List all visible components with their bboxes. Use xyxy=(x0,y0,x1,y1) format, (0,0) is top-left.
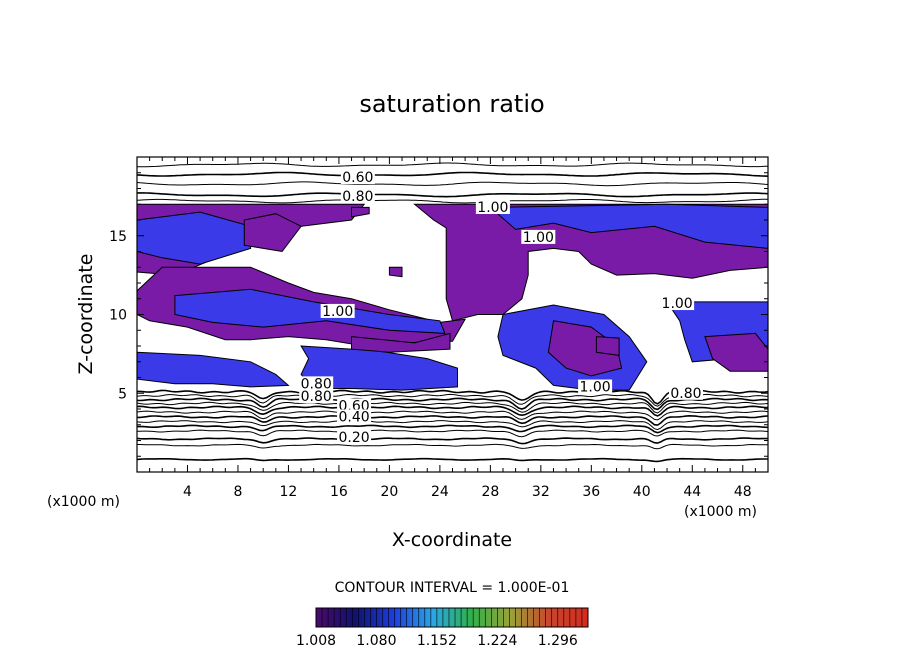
contour-line-16 xyxy=(136,171,769,177)
y-tick-label: 10 xyxy=(109,308,127,324)
contour-line-14 xyxy=(137,192,769,198)
x-tick-label: 16 xyxy=(330,484,348,500)
x-tick-label: 32 xyxy=(532,484,550,500)
region-3 xyxy=(351,206,370,218)
colorbar-tick-label: 1.080 xyxy=(356,633,396,649)
contour-line-4 xyxy=(136,424,769,434)
x-tick-label: 20 xyxy=(380,484,398,500)
contour-label-5: 1.00 xyxy=(322,304,353,320)
chart-title: saturation ratio xyxy=(359,90,544,118)
x-tick-label: 44 xyxy=(683,484,701,500)
contour-line-8 xyxy=(136,405,768,417)
x-tick-label: 36 xyxy=(582,484,600,500)
contour-label-9: 0.80 xyxy=(301,389,332,405)
contour-line-1 xyxy=(137,443,769,450)
region-12 xyxy=(547,320,623,377)
x-axis-ticks: 4 8 12 16 20 24 28 32 36 40 44 48 xyxy=(149,157,756,500)
contour-label-bg xyxy=(340,188,375,203)
contour-line-6 xyxy=(137,414,769,426)
contour-line-15 xyxy=(136,181,769,187)
supersaturation-regions xyxy=(136,203,769,391)
contour-label-bg xyxy=(299,388,334,403)
colorbar-tick-label: 1.296 xyxy=(538,633,578,649)
contour-label-bg xyxy=(475,199,510,214)
contour-labels: 0.600.801.001.001.001.001.00 0.800.800.80… xyxy=(299,170,703,446)
y-axis-label: Z-coordinate xyxy=(75,254,97,375)
contour-label-3: 1.00 xyxy=(523,230,554,246)
contour-label-bg xyxy=(340,170,375,185)
region-8 xyxy=(136,351,290,388)
region-16 xyxy=(388,266,403,278)
colorbar-tick-labels: 1.008 1.080 1.152 1.224 1.296 xyxy=(296,633,578,649)
contour-interval-text: CONTOUR INTERVAL = 1.000E-01 xyxy=(335,580,570,596)
region-14 xyxy=(704,332,769,372)
colorbar-bar xyxy=(315,607,589,628)
x-tick-label: 4 xyxy=(183,484,192,500)
x-tick-label: 48 xyxy=(734,484,752,500)
x-tick-label: 28 xyxy=(481,484,499,500)
contour-label-bg xyxy=(337,409,372,424)
contour-line-3 xyxy=(136,429,769,438)
region-1 xyxy=(136,211,252,265)
contour-lines xyxy=(136,162,769,463)
x-tick-label: 8 xyxy=(233,484,242,500)
x-unit-right: (x1000 m) xyxy=(684,504,757,520)
contour-line-2 xyxy=(136,437,768,445)
contour-label-bg xyxy=(578,379,613,394)
contour-label-bg xyxy=(660,296,695,311)
region-15 xyxy=(595,336,620,356)
contour-label-bg xyxy=(337,398,372,413)
contour-label-12: 0.20 xyxy=(338,430,369,446)
contour-label-bg xyxy=(299,376,334,391)
contour-label-1: 0.80 xyxy=(342,189,373,205)
contour-label-11: 0.40 xyxy=(338,409,369,425)
colorbar xyxy=(315,607,589,628)
contour-line-0 xyxy=(136,457,768,463)
region-10 xyxy=(351,332,451,353)
contour-line-9 xyxy=(136,401,769,414)
y-axis-ticks: 5 10 15 xyxy=(109,172,768,457)
contour-label-bg xyxy=(668,385,703,400)
x-tick-label: 40 xyxy=(633,484,651,500)
y-tick-label: 15 xyxy=(109,229,127,245)
contour-label-4: 1.00 xyxy=(662,296,693,312)
contour-line-11 xyxy=(136,393,769,407)
colorbar-tick-label: 1.152 xyxy=(417,633,457,649)
contour-line-7 xyxy=(136,410,769,421)
contour-line-10 xyxy=(136,397,769,411)
y-tick-label: 5 xyxy=(118,386,127,402)
contour-line-13 xyxy=(136,198,769,204)
x-axis-label: X-coordinate xyxy=(392,529,512,551)
contour-line-17 xyxy=(137,162,769,168)
contour-label-7: 0.80 xyxy=(670,386,701,402)
contour-label-6: 1.00 xyxy=(580,380,611,396)
x-unit-left: (x1000 m) xyxy=(47,494,120,510)
contour-label-0: 0.60 xyxy=(342,170,373,186)
contour-line-5 xyxy=(136,420,769,431)
colorbar-tick-label: 1.224 xyxy=(477,633,517,649)
region-2 xyxy=(243,213,302,253)
x-tick-label: 24 xyxy=(431,484,449,500)
contour-label-bg xyxy=(337,429,372,444)
x-tick-label: 12 xyxy=(280,484,298,500)
region-7 xyxy=(174,288,446,334)
contour-label-bg xyxy=(320,303,355,318)
contour-label-8: 0.80 xyxy=(301,376,332,392)
contour-label-bg xyxy=(521,229,556,244)
contour-label-2: 1.00 xyxy=(477,200,508,216)
region-5 xyxy=(489,203,769,249)
colorbar-tick-label: 1.008 xyxy=(296,633,336,649)
contour-line-12 xyxy=(137,389,769,405)
region-9 xyxy=(300,345,458,391)
